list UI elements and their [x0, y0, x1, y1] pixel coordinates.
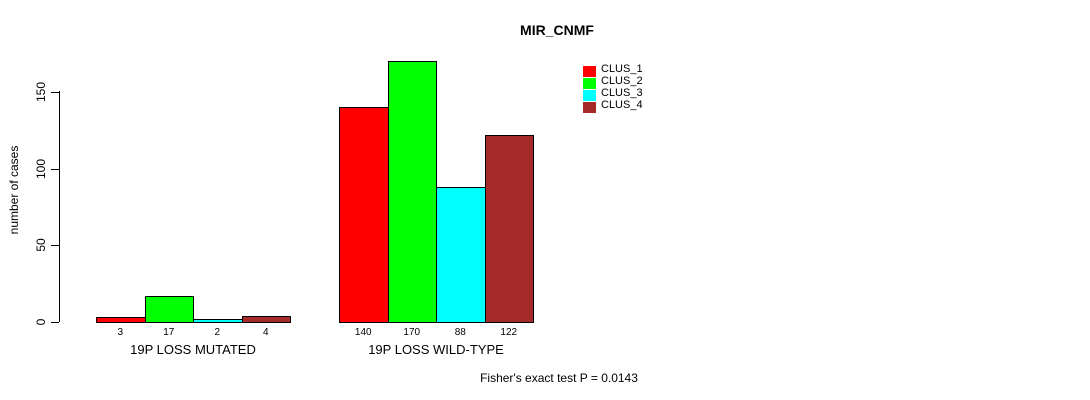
bar-clus_2-1: [145, 296, 194, 323]
bar-value-label: 170: [403, 327, 421, 338]
bar-value-label: 17: [163, 327, 175, 338]
legend-swatch-clus_2: [583, 78, 596, 89]
legend-swatch-clus_1: [583, 66, 596, 77]
y-tick-label: 150: [34, 81, 48, 103]
bar-value-label: 122: [500, 327, 518, 338]
y-tick-mark: [51, 169, 59, 170]
bar-clus_4-1: [242, 316, 291, 323]
bar-clus_1-2: [339, 107, 389, 323]
y-tick-mark: [51, 92, 59, 93]
legend-swatch-clus_3: [583, 90, 596, 101]
y-tick-mark: [51, 322, 59, 323]
bar-value-label: 4: [262, 327, 269, 338]
bar-value-label: 2: [214, 327, 221, 338]
y-tick-label: 100: [34, 158, 48, 180]
group-label: 19P LOSS WILD-TYPE: [368, 342, 504, 357]
bar-clus_1-1: [96, 317, 146, 323]
legend-item-clus_2: CLUS_2: [583, 76, 643, 89]
legend-label: CLUS_1: [601, 63, 643, 75]
bar-clus_2-2: [388, 61, 437, 323]
legend-item-clus_4: CLUS_4: [583, 100, 643, 113]
y-tick-mark: [51, 245, 59, 246]
fisher-test-note: Fisher's exact test P = 0.0143: [480, 371, 638, 385]
legend-swatch-clus_4: [583, 102, 596, 113]
legend-label: CLUS_3: [601, 87, 643, 99]
bar-clus_3-1: [193, 319, 243, 323]
chart-title: MIR_CNMF: [520, 22, 594, 38]
legend-item-clus_3: CLUS_3: [583, 88, 643, 101]
legend-item-clus_1: CLUS_1: [583, 64, 643, 77]
bar-clus_3-2: [436, 187, 486, 323]
group-label: 19P LOSS MUTATED: [130, 342, 256, 357]
legend-label: CLUS_2: [601, 75, 643, 87]
bar-value-label: 88: [454, 327, 466, 338]
y-axis-line: [59, 91, 60, 322]
y-tick-label: 50: [34, 238, 48, 252]
legend-label: CLUS_4: [601, 99, 643, 111]
bar-clus_4-2: [485, 135, 534, 323]
y-tick-label: 0: [34, 318, 48, 326]
bar-value-label: 140: [354, 327, 372, 338]
bar-value-label: 3: [117, 327, 124, 338]
